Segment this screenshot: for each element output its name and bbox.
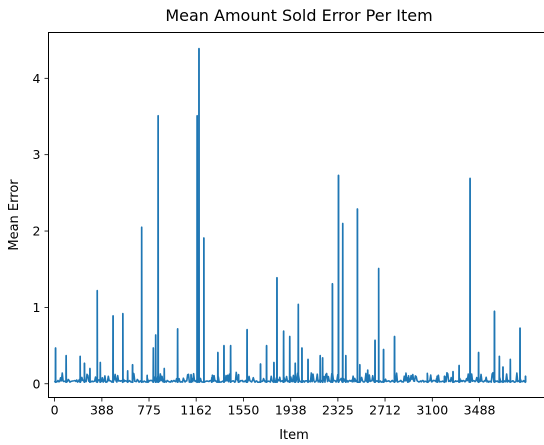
y-axis-label: Mean Error — [7, 179, 22, 251]
y-axis: 0 1 2 3 4 — [33, 71, 49, 391]
x-tick-label: 3100 — [416, 403, 448, 418]
x-tick-label: 1162 — [180, 403, 212, 418]
y-tick-label: 2 — [33, 224, 41, 239]
plot-area — [53, 47, 527, 384]
x-tick-label: 3488 — [464, 403, 496, 418]
x-axis: 0 388 775 1162 1550 1938 2325 2712 3100 3488 — [51, 397, 496, 418]
y-tick-label: 1 — [33, 300, 41, 315]
x-tick-label: 388 — [90, 403, 114, 418]
x-tick-label: 2712 — [369, 403, 401, 418]
chart-title: Mean Amount Sold Error Per Item — [165, 6, 432, 25]
y-tick-label: 4 — [33, 71, 41, 86]
x-tick-label: 775 — [137, 403, 161, 418]
x-tick-label: 1550 — [228, 403, 260, 418]
plot-frame — [48, 32, 544, 398]
x-tick-label: 2325 — [322, 403, 354, 418]
y-tick-label: 0 — [33, 376, 41, 391]
x-tick-label: 1938 — [275, 403, 307, 418]
y-tick-label: 3 — [33, 147, 41, 162]
x-axis-label: Item — [279, 428, 309, 443]
x-tick-label: 0 — [51, 403, 59, 418]
